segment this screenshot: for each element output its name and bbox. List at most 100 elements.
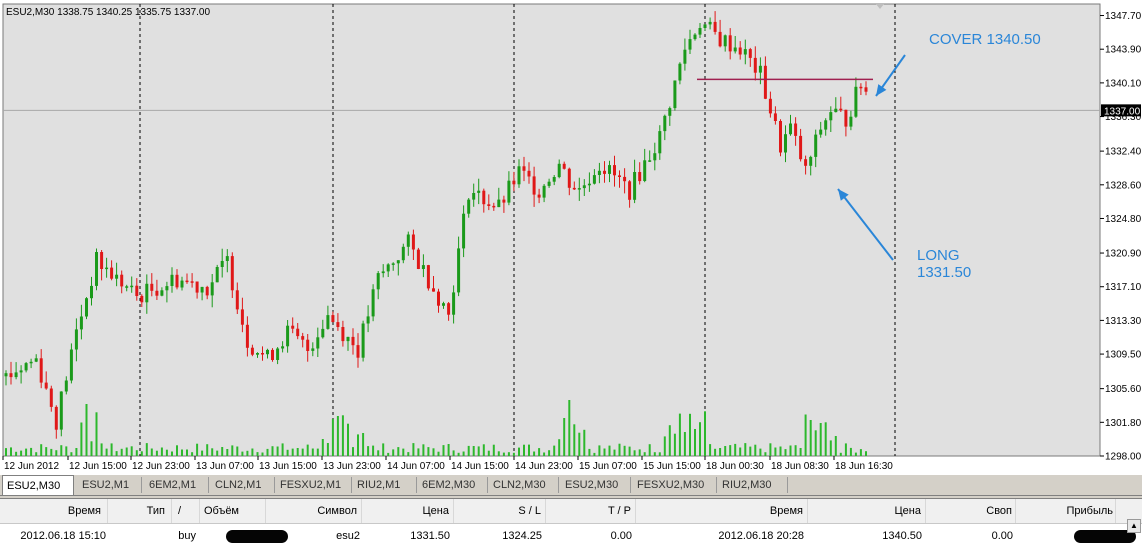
candle-body (331, 315, 335, 323)
tab-6em2-m1[interactable]: 6EM2,M1 (145, 477, 209, 493)
col-sl[interactable]: S / L (454, 499, 546, 523)
candle-body (733, 47, 737, 52)
volume-bar (306, 444, 309, 456)
price-value: 1331.50 (410, 530, 450, 542)
volume-bar (392, 449, 395, 456)
col-price[interactable]: Цена (362, 499, 454, 523)
tab-esu2-m30-active[interactable]: ESU2,M30 (2, 475, 74, 495)
col-symbol[interactable]: Символ (266, 499, 362, 523)
tab-esu2-m30[interactable]: ESU2,M30 (561, 477, 631, 493)
volume-bar (347, 423, 349, 456)
volume-bar (739, 447, 742, 456)
tp-value: 0.00 (610, 530, 632, 542)
candle-body (472, 193, 476, 200)
tab-riu2-m1[interactable]: RIU2,M1 (353, 477, 417, 493)
candle-body (235, 290, 239, 310)
time-tick-label: 13 Jun 15:00 (259, 461, 317, 472)
volume-bar (140, 451, 143, 456)
tab-cln2-m30[interactable]: CLN2,M30 (489, 477, 559, 493)
symbol-value: esu2 (336, 530, 360, 542)
open-time-value: 2012.06.18 15:10 (20, 530, 106, 542)
candle-body (210, 282, 214, 296)
candle-body (421, 265, 425, 269)
candle-body (447, 303, 451, 315)
volume-bar (251, 448, 254, 456)
volume-bar (658, 452, 661, 456)
candle-body (120, 274, 124, 287)
volume-bar (814, 430, 817, 456)
candle-body (426, 265, 430, 289)
col-open-time[interactable]: Время (0, 499, 108, 523)
volume-bar (120, 448, 123, 456)
close-price-value: 1340.50 (882, 530, 922, 542)
volume-bar (865, 451, 867, 456)
col-volume[interactable]: Объём (200, 499, 266, 523)
volume-bar (387, 452, 390, 456)
candle-body (547, 181, 551, 186)
time-tick-label: 14 Jun 23:00 (515, 461, 573, 472)
volume-bar (774, 447, 777, 456)
col-close-price[interactable]: Цена (808, 499, 926, 523)
candle-body (703, 24, 707, 28)
volume-bar (699, 422, 701, 456)
volume-bar (427, 447, 430, 456)
candle-body (14, 372, 18, 378)
col-close-time[interactable]: Время (636, 499, 808, 523)
time-tick-label: 13 Jun 23:00 (323, 461, 381, 472)
volume-bar (35, 452, 38, 456)
candle-body (633, 172, 637, 200)
candle-body (653, 153, 657, 161)
volume-bar (286, 449, 289, 456)
candle-body (140, 295, 144, 303)
candle-body (115, 274, 119, 279)
price-chart[interactable]: COVER 1340.50 LONG 1331.50 ESU2,M30 1338.75… (0, 0, 1142, 474)
time-tick-label: 12 Jun 15:00 (69, 461, 127, 472)
price-tick-label: 1313.30 (1105, 316, 1142, 327)
long-price-annotation: 1331.50 (917, 264, 971, 281)
tab-fesxu2-m1[interactable]: FESXU2,M1 (276, 477, 352, 493)
time-tick-label: 12 Jun 23:00 (132, 461, 190, 472)
candle-body (336, 322, 340, 327)
candle-body (678, 63, 682, 81)
col-sort-indicator[interactable]: / (172, 499, 200, 523)
volume-bar (573, 424, 576, 456)
scroll-up-button[interactable]: ▲ (1127, 519, 1141, 533)
volume-bar (236, 446, 239, 456)
tab-riu2-m30[interactable]: RIU2,M30 (718, 477, 788, 493)
volume-bar (588, 448, 591, 456)
tab-6em2-m30[interactable]: 6EM2,M30 (418, 477, 488, 493)
candle-body (834, 108, 838, 113)
col-profit[interactable]: Прибыль (1016, 499, 1116, 523)
volume-bar (211, 448, 214, 456)
volume-bar (799, 448, 802, 456)
candle-body (54, 406, 58, 430)
candle-body (34, 358, 38, 362)
candle-body (361, 323, 365, 358)
tab-fesxu2-m30[interactable]: FESXU2,M30 (633, 477, 717, 493)
candle-body (90, 285, 93, 299)
tab-esu2-m1[interactable]: ESU2,M1 (78, 477, 142, 493)
volume-bar (523, 444, 525, 456)
col-tp[interactable]: T / P (546, 499, 636, 523)
candle-body (326, 315, 330, 329)
volume-bar (709, 444, 712, 456)
volume-bar (452, 450, 455, 456)
volume-bar (186, 449, 188, 456)
volume-bar (10, 447, 12, 456)
redacted-volume (226, 530, 288, 543)
table-row[interactable]: 2012.06.18 15:10 buy esu2 1331.50 1324.2… (0, 524, 1142, 548)
col-swap[interactable]: Своп (926, 499, 1016, 523)
volume-bar (176, 445, 178, 456)
volume-bar (362, 433, 365, 456)
candle-body (789, 123, 792, 135)
tab-cln2-m1[interactable]: CLN2,M1 (211, 477, 275, 493)
candle-body (799, 135, 803, 160)
candle-body (743, 49, 747, 55)
volume-bar (447, 444, 450, 456)
volume-bar (402, 448, 405, 456)
volume-bar (533, 451, 536, 456)
candle-body (442, 303, 445, 306)
col-type[interactable]: Тип (108, 499, 172, 523)
volume-bar (100, 443, 103, 456)
